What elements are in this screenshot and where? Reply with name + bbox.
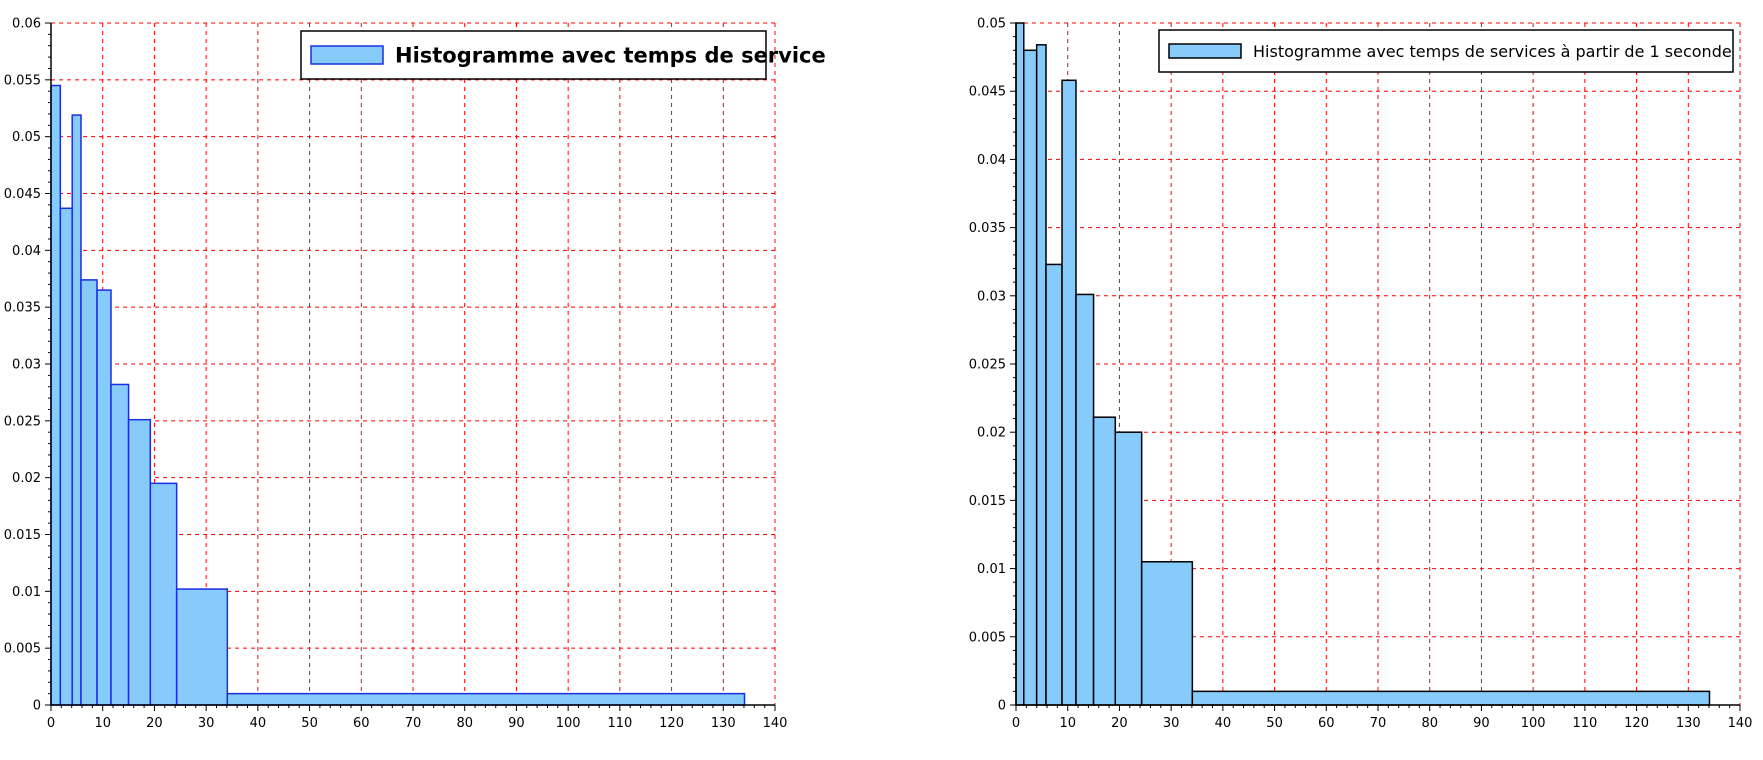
histogram-bar [1114,431,1143,706]
legend-swatch [310,45,384,65]
x-tick-label: 20 [146,716,163,731]
x-tick-label: 90 [1473,716,1490,731]
y-tick-label: 0.01 [12,585,41,600]
histogram-chart-right: 0 10 20 30 40 50 60 70 80 90 100 110 120 130 140 0 0.005… [969,17,1753,732]
x-tick-label: 120 [1624,716,1649,731]
y-tick-label: 0.02 [12,471,41,486]
x-tick-label: 20 [1111,716,1128,731]
y-tick-label: 0.005 [4,642,41,657]
x-tick-label: 40 [1215,716,1232,731]
y-tick-label: 0.025 [4,414,41,429]
axes: 0 10 20 30 40 50 60 70 80 90 100 110 120 130 140 0 0.005… [969,17,1753,732]
x-tick-label: 140 [763,716,788,731]
y-tick-label: 0.015 [4,528,41,543]
y-tick-label: 0 [998,699,1006,714]
histogram-bar [175,588,229,706]
x-tick-label: 100 [556,716,581,731]
histogram-bar [226,692,746,706]
y-tick-label: 0.04 [12,244,41,259]
legend-label: Histogramme avec temps de service [395,44,826,68]
x-tick-label: 0 [1012,716,1020,731]
y-tick-label: 0.03 [12,358,41,373]
histogram-bar [1092,416,1117,706]
x-tick-label: 30 [1163,716,1180,731]
y-tick-label: 0.025 [969,358,1006,373]
y-tick-label: 0.035 [4,301,41,316]
grid-lines [51,22,776,705]
y-tick-label: 0.01 [977,562,1006,577]
histogram-bar [127,418,152,706]
x-tick-label: 90 [508,716,525,731]
legend-label: Histogramme avec temps de services à par… [1253,42,1732,61]
histogram-bar [110,383,130,706]
histogram-bar [1045,263,1063,706]
y-tick-label: 0.03 [977,289,1006,304]
legend-box [1158,29,1734,73]
x-tick-label: 80 [456,716,473,731]
histogram-bar [149,482,178,706]
histogram-bar [1140,561,1194,706]
y-tick-label: 0.05 [977,17,1006,32]
histogram-bar [71,114,82,706]
histogram-bar [1075,293,1095,706]
x-tick-label: 60 [1318,716,1335,731]
histogram-bar [59,207,73,706]
x-tick-label: 10 [94,716,111,731]
x-tick-label: 70 [405,716,422,731]
x-tick-label: 0 [47,716,55,731]
y-tick-label: 0.02 [977,426,1006,441]
histogram-bar [50,84,62,706]
histogram-bar [1023,49,1038,706]
y-tick-label: 0.05 [12,130,41,145]
y-tick-label: 0.055 [4,73,41,88]
x-tick-label: 110 [1572,716,1597,731]
y-tick-label: 0.035 [969,221,1006,236]
axes: 0 10 20 30 40 50 60 70 80 90 100 110 120 130 140 0 0.005… [4,17,788,732]
histogram-bar [96,289,112,706]
histogram-bar [1035,44,1047,706]
y-tick-label: 0.06 [12,17,41,32]
x-tick-label: 110 [607,716,632,731]
legend: Histogramme avec temps de services à par… [1158,29,1734,73]
x-tick-label: 130 [1676,716,1701,731]
x-tick-label: 60 [353,716,370,731]
y-tick-label: 0.015 [969,494,1006,509]
x-tick-label: 70 [1370,716,1387,731]
histogram-bar [80,279,98,706]
y-tick-label: 0.045 [4,187,41,202]
histogram-bar [1191,690,1711,706]
y-tick-label: 0.04 [977,153,1006,168]
histogram-chart-left: 0 10 20 30 40 50 60 70 80 90 100 110 120 130 140 0 0.005… [4,17,826,732]
y-tick-label: 0.005 [969,630,1006,645]
x-tick-label: 30 [198,716,215,731]
y-tick-label: 0.045 [969,85,1006,100]
x-tick-label: 80 [1421,716,1438,731]
histogram-bars [50,84,746,706]
y-tick-label: 0 [33,699,41,714]
x-tick-label: 10 [1059,716,1076,731]
x-tick-label: 120 [659,716,684,731]
legend: Histogramme avec temps de service [300,30,826,80]
x-tick-label: 50 [1266,716,1283,731]
legend-swatch [1168,43,1242,59]
x-tick-label: 140 [1728,716,1753,731]
x-tick-label: 130 [711,716,736,731]
histogram-bar [1061,79,1077,706]
histogram-bar [1015,22,1025,706]
x-tick-label: 40 [250,716,267,731]
x-tick-label: 100 [1521,716,1546,731]
x-tick-label: 50 [301,716,318,731]
